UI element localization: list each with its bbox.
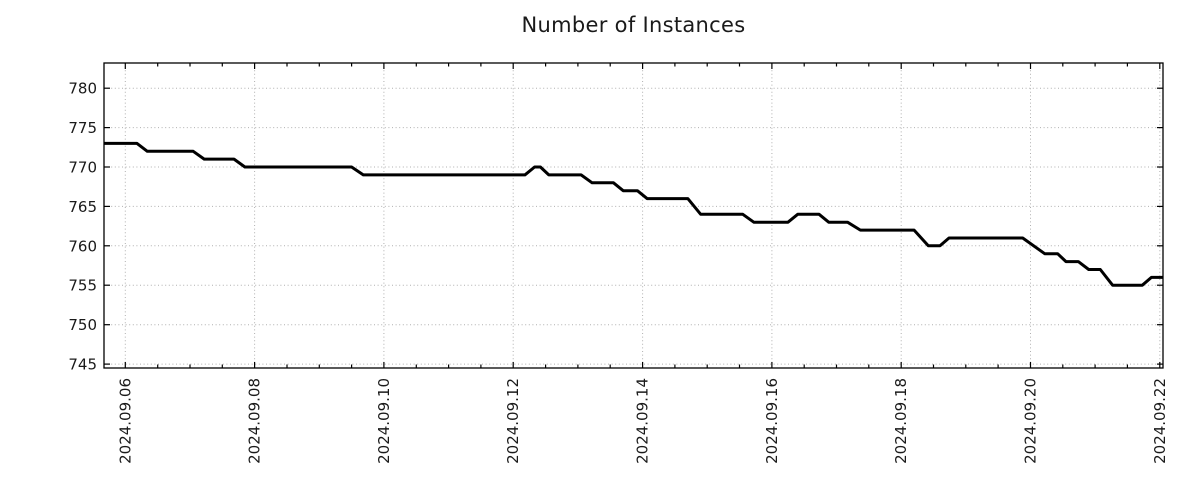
y-tick-label: 760	[68, 237, 97, 255]
x-tick-label: 2024.09.10	[375, 378, 393, 464]
x-tick-label: 2024.09.14	[634, 378, 652, 464]
x-tick-label: 2024.09.20	[1022, 378, 1040, 464]
chart-title: Number of Instances	[521, 13, 746, 37]
plot-border	[103, 62, 1164, 369]
x-tick-label: 2024.09.08	[246, 378, 264, 464]
x-tick-label: 2024.09.22	[1151, 378, 1169, 464]
y-tick-label: 745	[68, 356, 97, 374]
y-tick-label: 765	[68, 198, 97, 216]
x-tick-label: 2024.09.06	[116, 378, 134, 464]
y-tick-label: 755	[68, 277, 97, 295]
y-tick-label: 780	[68, 80, 97, 98]
x-tick-label: 2024.09.12	[504, 378, 522, 464]
y-tick-label: 770	[68, 159, 97, 177]
x-tick-label: 2024.09.16	[763, 378, 781, 464]
y-tick-label: 750	[68, 316, 97, 334]
x-tick-label: 2024.09.18	[892, 378, 910, 464]
instances-line	[104, 141, 1163, 287]
y-tick-label: 775	[68, 119, 97, 137]
